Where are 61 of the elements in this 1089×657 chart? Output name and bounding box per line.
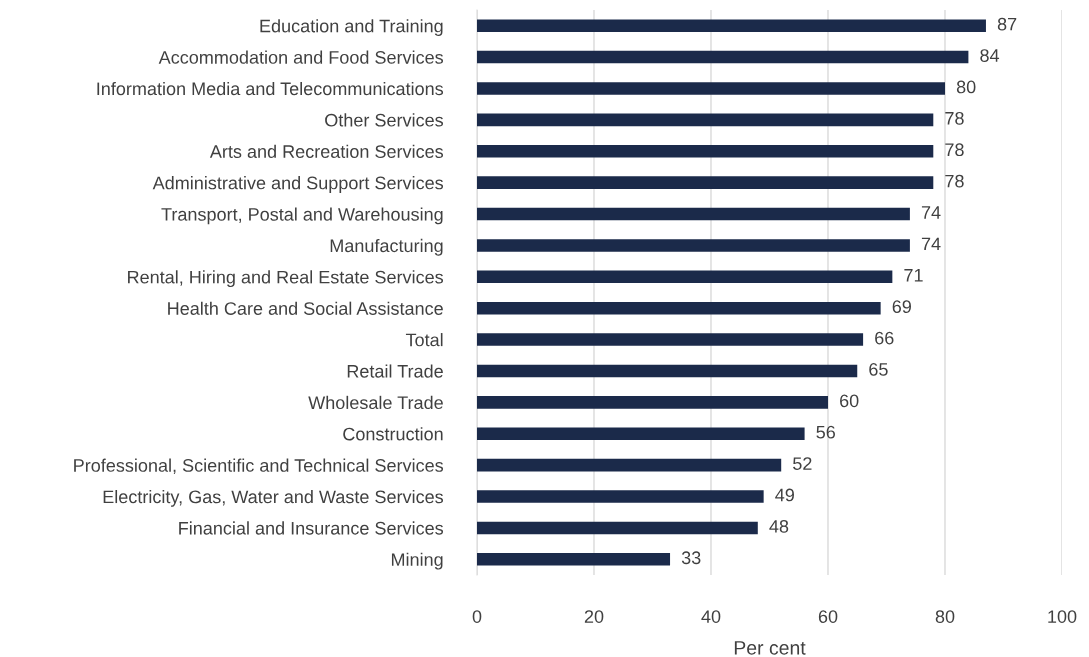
bar <box>477 333 864 346</box>
bar <box>477 82 945 95</box>
bar <box>477 239 910 252</box>
data-label: 74 <box>921 206 941 219</box>
y-tick-label: Mining <box>391 552 443 570</box>
y-tick-label: Information Media and Telecommunications <box>97 81 444 96</box>
y-tick-label: Wholesale Trade <box>308 395 443 410</box>
x-tick-label: 20 <box>584 610 604 623</box>
bar <box>477 553 671 566</box>
x-tick-label: 40 <box>701 610 721 623</box>
bar <box>477 113 934 127</box>
y-tick-label: Health Care and Social Assistance <box>168 301 443 315</box>
y-tick-label: Manufacturing <box>330 238 443 256</box>
y-tick-label: Education and Training <box>260 19 443 36</box>
data-label: 56 <box>816 425 835 439</box>
data-label: 69 <box>892 300 911 314</box>
data-label: 78 <box>945 174 964 188</box>
y-tick-label: Other Services <box>325 113 444 127</box>
bar <box>477 458 782 472</box>
bar <box>477 427 805 441</box>
data-label: 60 <box>840 394 859 408</box>
bar <box>477 301 881 315</box>
bar <box>477 270 893 284</box>
bar <box>477 364 858 378</box>
data-label: 71 <box>904 269 923 282</box>
bar <box>477 396 828 409</box>
data-label: 48 <box>769 519 789 533</box>
y-tick-label: Rental, Hiring and Real Estate Services <box>128 270 444 288</box>
data-label: 66 <box>875 331 894 345</box>
bar <box>477 50 969 64</box>
y-tick-label: Electricity, Gas, Water and Waste Services <box>103 489 444 507</box>
y-tick-label: Construction <box>343 427 443 441</box>
bar <box>477 521 758 535</box>
y-tick-label: Administrative and Support Services <box>152 176 444 193</box>
bar <box>477 490 764 503</box>
data-label: 78 <box>945 143 964 157</box>
data-label: 33 <box>681 551 701 565</box>
x-tick-label: 80 <box>935 610 955 623</box>
y-tick-label: Accommodation and Food Services <box>158 50 444 64</box>
data-label: 80 <box>956 80 976 94</box>
bar <box>477 176 934 189</box>
y-tick-label: Transport, Postal and Warehousing <box>161 207 443 225</box>
data-label: 84 <box>980 49 1000 62</box>
data-label: 52 <box>793 457 812 470</box>
y-tick-label: Professional, Scientific and Technical Services <box>74 458 444 474</box>
y-tick-label: Retail Trade <box>347 364 443 378</box>
data-label: 87 <box>997 17 1017 31</box>
bar <box>477 19 986 32</box>
y-tick-label: Total <box>405 333 443 347</box>
x-tick-label: 60 <box>818 610 838 623</box>
data-label: 78 <box>945 111 964 125</box>
bar <box>477 207 910 221</box>
data-label: 65 <box>869 363 888 376</box>
y-tick-label: Financial and Insurance Services <box>179 521 444 535</box>
data-label: 49 <box>775 488 794 502</box>
data-label: 74 <box>921 237 941 251</box>
x-tick-label: 0 <box>472 610 482 623</box>
x-axis-title: Per cent <box>734 641 806 655</box>
x-tick-label: 100 <box>1048 610 1077 623</box>
y-tick-label: Arts and Recreation Services <box>209 144 444 158</box>
bar <box>477 144 934 158</box>
